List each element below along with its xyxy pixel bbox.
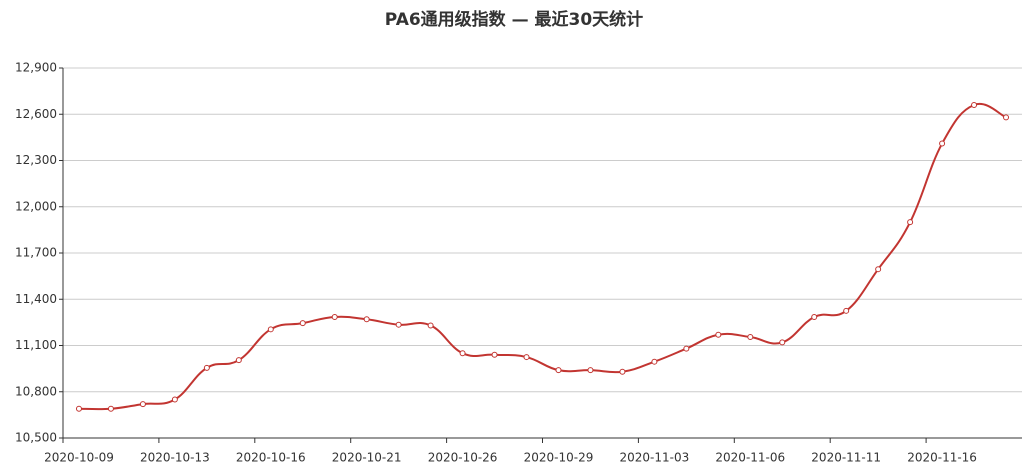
y-tick-label: 12,300: [15, 153, 57, 167]
x-tick-label: 2020-10-16: [236, 451, 306, 465]
x-tick-label: 2020-10-09: [44, 451, 114, 465]
point: [971, 102, 978, 108]
x-tick-label: 2020-10-29: [524, 451, 594, 465]
line: [78, 102, 1007, 411]
point: [555, 367, 562, 374]
x-tick-label: 2020-11-16: [907, 451, 977, 465]
chart-title: PA6通用级指数 — 最近30天统计: [385, 9, 643, 30]
point: [331, 313, 338, 320]
y-tick-label: 12,900: [15, 61, 57, 75]
x-tick-label: 2020-11-11: [811, 451, 881, 465]
point: [491, 351, 498, 358]
point: [267, 326, 274, 333]
point: [299, 320, 306, 327]
point: [939, 140, 946, 147]
point: [1003, 114, 1010, 121]
y-tick-label: 12,600: [15, 107, 57, 121]
point: [523, 354, 530, 361]
point: [779, 339, 786, 346]
x-tick-label: 2020-10-13: [140, 451, 210, 465]
y-tick-label: 10,800: [15, 384, 57, 398]
x-tick-label: 2020-11-06: [715, 451, 785, 465]
point: [587, 367, 594, 374]
x-tick-label: 2020-10-26: [428, 451, 498, 465]
point: [427, 322, 434, 329]
x-tick-label: 2020-10-21: [332, 451, 402, 465]
point: [459, 350, 466, 357]
point: [875, 266, 882, 273]
point: [811, 313, 818, 320]
point: [683, 345, 690, 352]
point: [235, 357, 242, 364]
point: [843, 307, 850, 314]
point: [203, 364, 210, 371]
y-tick-label: 11,400: [15, 292, 57, 306]
point: [139, 401, 146, 408]
point: [75, 405, 82, 412]
point: [395, 321, 402, 328]
x-tick-label: 2020-11-03: [620, 451, 690, 465]
point: [107, 405, 114, 412]
y-tick-label: 10,500: [15, 431, 57, 445]
point: [747, 334, 754, 341]
y-tick-label: 11,100: [15, 338, 57, 352]
point: [651, 358, 658, 365]
y-tick-label: 12,000: [15, 199, 57, 213]
point: [619, 368, 626, 375]
point: [363, 316, 370, 323]
point: [715, 331, 722, 338]
point: [907, 219, 914, 226]
point: [171, 396, 178, 403]
y-tick-label: 11,700: [15, 246, 57, 260]
